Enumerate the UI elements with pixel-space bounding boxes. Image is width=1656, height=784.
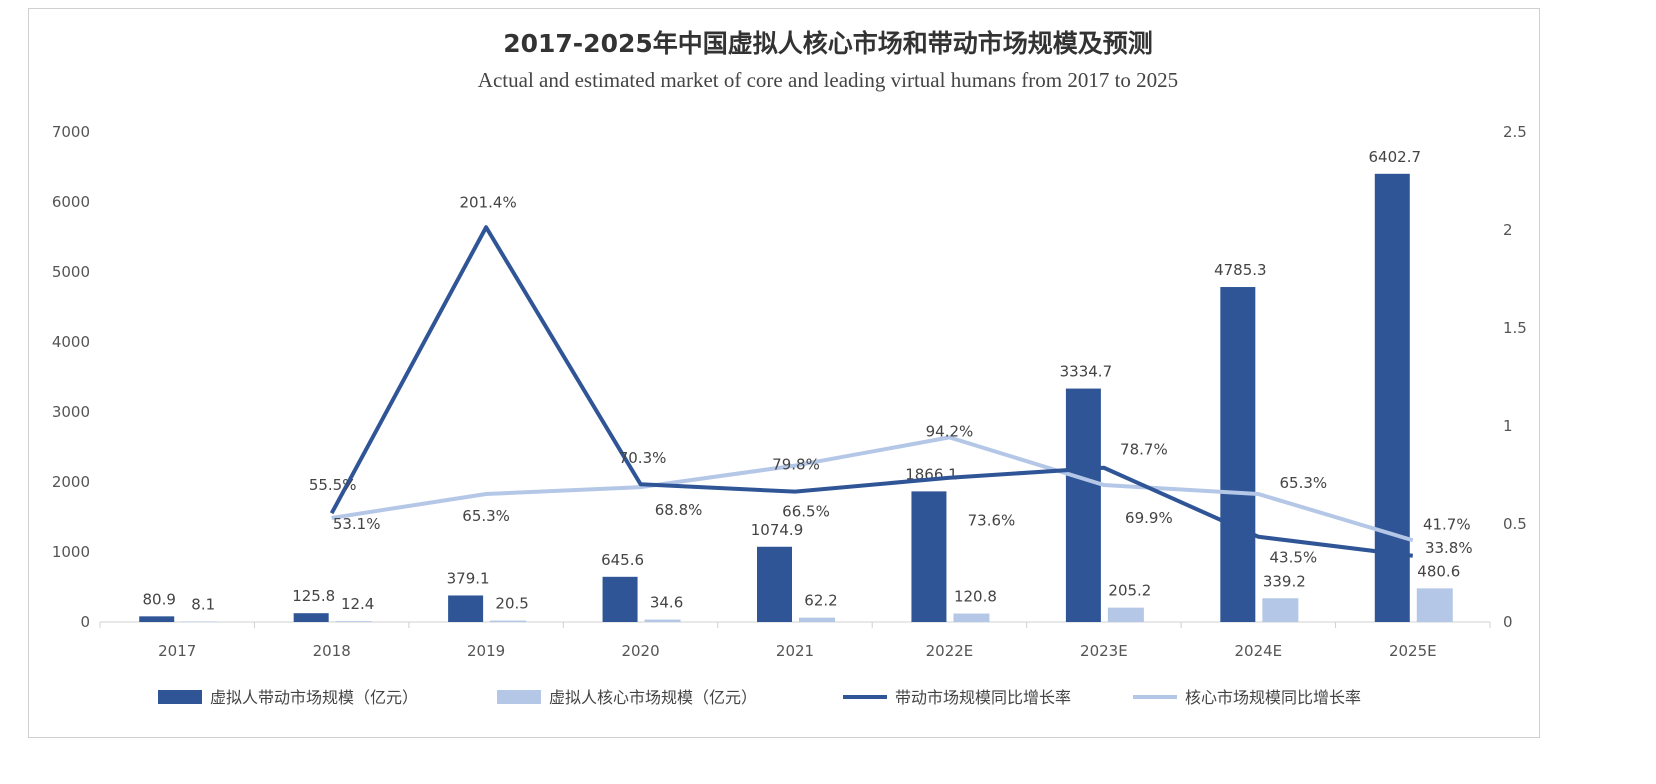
- bar-core-market: [490, 620, 527, 622]
- legend-swatch: [158, 690, 202, 704]
- bar-leading-label: 6402.7: [1369, 148, 1422, 166]
- bar-leading-label: 645.6: [601, 551, 644, 569]
- bar-leading-label: 4785.3: [1214, 261, 1267, 279]
- bar-core-market: [644, 619, 681, 622]
- chart-frame: [28, 8, 1540, 738]
- legend-label: 带动市场规模同比增长率: [895, 688, 1071, 707]
- chart-subtitle: Actual and estimated market of core and …: [477, 68, 1179, 92]
- bar-leading-market: [293, 613, 329, 622]
- y-left-tick-label: 1000: [52, 543, 90, 561]
- line-leading-growth-label: 33.8%: [1425, 539, 1473, 557]
- bar-core-label: 480.6: [1417, 562, 1460, 580]
- line-leading-growth-label: 66.5%: [782, 503, 830, 521]
- y-left-tick-label: 0: [80, 613, 90, 631]
- line-core-growth-label: 68.8%: [655, 501, 703, 519]
- line-core-growth-label: 94.2%: [926, 422, 974, 440]
- line-core-growth-label: 69.9%: [1125, 509, 1173, 527]
- x-tick-label: 2018: [313, 642, 351, 660]
- bar-leading-market: [1374, 173, 1410, 622]
- bar-core-market: [1262, 598, 1299, 622]
- x-tick-label: 2017: [158, 642, 196, 660]
- bar-core-market: [953, 613, 990, 622]
- line-leading-growth: [329, 225, 1414, 558]
- y-left-tick-label: 5000: [52, 263, 90, 281]
- y-left-tick-label: 3000: [52, 403, 90, 421]
- line-leading-growth-label: 43.5%: [1270, 549, 1318, 567]
- line-leading-growth-label: 55.5%: [309, 476, 357, 494]
- line-core-growth: [331, 435, 1414, 543]
- y-right-tick-label: 2: [1503, 221, 1513, 239]
- bar-leading-market: [139, 616, 175, 622]
- line-core-growth-label: 65.3%: [1280, 474, 1328, 492]
- y-left-tick-label: 4000: [52, 333, 90, 351]
- bar-core-market: [335, 621, 372, 622]
- y-right-tick-label: 1.5: [1503, 319, 1527, 337]
- x-tick-label: 2025E: [1389, 642, 1437, 660]
- bar-core-label: 62.2: [804, 592, 837, 610]
- legend-swatch: [497, 690, 541, 704]
- bar-leading-market: [602, 576, 638, 622]
- bar-leading-label: 80.9: [143, 590, 176, 608]
- bar-leading-market: [1220, 287, 1256, 622]
- bar-core-market: [181, 621, 218, 622]
- y-left-tick-label: 2000: [52, 473, 90, 491]
- legend-label: 虚拟人带动市场规模（亿元）: [210, 688, 418, 707]
- bar-core-market: [1107, 607, 1144, 622]
- line-leading-growth-label: 70.3%: [619, 449, 667, 467]
- line-core-growth-label: 65.3%: [462, 507, 510, 525]
- x-tick-label: 2024E: [1235, 642, 1283, 660]
- bar-core-label: 205.2: [1108, 582, 1151, 600]
- bar-leading-market: [448, 595, 484, 622]
- bar-core-market: [1416, 588, 1453, 622]
- y-right-tick-label: 0: [1503, 613, 1513, 631]
- bar-core-label: 12.4: [341, 595, 374, 613]
- line-core-growth-label: 79.8%: [772, 456, 820, 474]
- bar-leading-market: [1065, 388, 1101, 622]
- legend-label: 虚拟人核心市场规模（亿元）: [549, 688, 757, 707]
- x-tick-label: 2021: [776, 642, 814, 660]
- line-leading-growth-label: 201.4%: [460, 193, 517, 211]
- line-leading-growth-label: 78.7%: [1120, 441, 1168, 459]
- x-tick-label: 2019: [467, 642, 505, 660]
- y-left-tick-label: 6000: [52, 193, 90, 211]
- chart-title: 2017-2025年中国虚拟人核心市场和带动市场规模及预测: [503, 29, 1153, 58]
- bar-core-market: [799, 617, 835, 622]
- bar-core-label: 339.2: [1263, 572, 1306, 590]
- y-right-tick-label: 2.5: [1503, 123, 1527, 141]
- bar-core-label: 120.8: [954, 588, 997, 606]
- bar-core-label: 20.5: [495, 595, 528, 613]
- x-tick-label: 2023E: [1080, 642, 1128, 660]
- bar-core-label: 8.1: [191, 595, 215, 613]
- y-right-tick-label: 1: [1503, 417, 1513, 435]
- x-tick-label: 2022E: [926, 642, 974, 660]
- line-core-growth-label: 41.7%: [1423, 515, 1471, 533]
- bar-leading-label: 379.1: [447, 569, 490, 587]
- y-right-tick-label: 0.5: [1503, 515, 1527, 533]
- bar-leading-market: [911, 491, 947, 622]
- line-core-growth-label: 53.1%: [333, 515, 381, 533]
- bar-leading-label: 1074.9: [751, 521, 804, 539]
- bar-leading-market: [757, 546, 792, 622]
- line-leading-growth-label: 73.6%: [968, 512, 1016, 530]
- legend-label: 核心市场规模同比增长率: [1185, 688, 1361, 707]
- bar-core-label: 34.6: [650, 594, 683, 612]
- y-left-tick-label: 7000: [52, 123, 90, 141]
- x-tick-label: 2020: [621, 642, 659, 660]
- bar-leading-label: 125.8: [292, 587, 335, 605]
- bar-leading-label: 3334.7: [1060, 363, 1113, 381]
